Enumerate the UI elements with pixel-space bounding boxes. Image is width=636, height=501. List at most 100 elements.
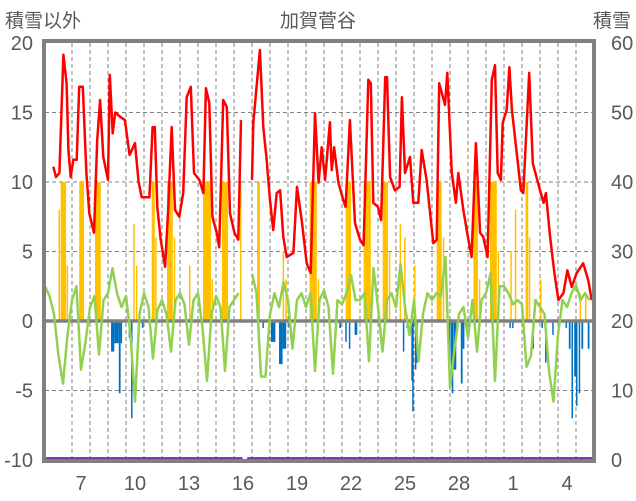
positive-bar [363,182,371,321]
negative-bar [262,321,264,328]
snow-depth-line [52,48,593,302]
negative-bar [509,321,511,328]
left-tick-label: 20 [11,33,33,55]
positive-bar [239,182,242,321]
left-tick-label: 5 [22,242,33,264]
negative-bar [450,321,453,381]
positive-bar [151,182,155,321]
positive-bar [211,279,213,321]
negative-bar [412,321,414,412]
negative-bar [568,321,571,349]
positive-bar [135,265,138,321]
left-tick-label: -10 [4,450,33,472]
positive-bar [525,182,529,321]
positive-bar [60,182,67,321]
x-tick-label: 13 [178,473,200,495]
right-axis-title: 積雪 [592,10,631,32]
negative-bar [512,321,514,328]
x-tick-label: 25 [394,473,416,495]
x-tick-label: 4 [561,473,572,495]
negative-bar [552,321,554,335]
right-tick-label: 20 [611,311,633,333]
negative-bar [118,321,121,394]
positive-bar [514,209,517,321]
right-tick-label: 60 [611,33,633,55]
x-tick-label: 10 [124,473,146,495]
positive-bar [478,279,481,321]
positive-bar [388,251,391,321]
negative-bar [460,321,463,384]
negative-bar [120,321,123,344]
negative-bar [578,321,581,394]
negative-bar [541,321,543,328]
right-tick-label: 50 [611,103,633,125]
right-tick-label: 40 [611,172,633,194]
positive-bar [528,237,531,321]
positive-bar [309,182,317,321]
positive-bar [203,182,211,321]
positive-bar [257,182,260,321]
left-tick-label: 15 [11,103,33,125]
positive-bar [133,223,135,321]
positive-bar [285,279,287,321]
negative-bar [581,321,584,349]
negative-bar [348,321,351,349]
positive-bar [173,237,176,321]
negative-bar [414,321,417,370]
negative-bar [279,321,283,365]
chart-title: 加賀菅谷 [279,10,356,32]
x-tick-label: 22 [340,473,362,495]
positive-bar [382,182,388,321]
negative-bar [282,321,287,349]
positive-bar [436,182,442,321]
positive-bar [221,182,229,321]
negative-bar [141,321,144,328]
positive-bar [489,182,497,321]
negative-bar [571,321,573,419]
positive-bar [66,265,69,321]
negative-bar [270,321,276,342]
positive-bar [155,237,157,321]
positive-bar [540,279,542,321]
negative-bar [354,321,358,335]
positive-bar [404,237,406,321]
right-tick-label: 10 [611,381,633,403]
positive-bar [58,209,60,321]
positive-bar [414,265,416,321]
positive-bar [189,265,191,321]
left-tick-label: 0 [22,311,33,333]
x-tick-label: 7 [75,473,86,495]
x-tick-label: 19 [286,473,308,495]
positive-bar [95,182,101,321]
plot-frame [42,39,596,463]
temperature-line [43,255,591,403]
negative-bar [576,321,578,406]
x-tick-label: 28 [448,473,470,495]
x-tick-label: 16 [232,473,254,495]
left-axis-title: 積雪以外 [5,10,82,32]
negative-bar [574,321,576,377]
positive-bar [579,293,582,321]
left-tick-label: 10 [11,172,33,194]
negative-bar [587,321,590,349]
x-tick-label: 1 [507,473,518,495]
negative-bar [111,321,115,352]
positive-bar [79,182,85,321]
positive-bar [473,182,478,321]
right-tick-label: 0 [611,450,622,472]
negative-bar [339,321,342,328]
positive-bar [167,182,173,321]
negative-bar [411,321,413,381]
positive-bar [510,251,512,321]
negative-bar [345,321,347,342]
negative-bar [462,321,465,349]
right-tick-label: 30 [611,242,633,264]
negative-bar [114,321,119,344]
left-tick-label: -5 [15,381,33,403]
positive-bar [585,293,587,321]
positive-bar [345,182,351,321]
negative-bar [565,321,568,328]
negative-bar [402,321,405,352]
